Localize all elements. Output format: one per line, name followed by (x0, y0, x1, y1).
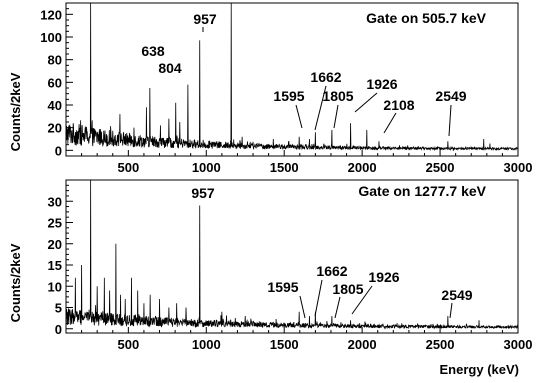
y-tick-label: 30 (48, 194, 62, 209)
bottom-plot-frame (65, 179, 519, 334)
bottom-peak-label-1595: 1595 (267, 279, 298, 295)
top-x-ticks: 500 1000 1500 2000 2500 3000 (65, 150, 533, 175)
top-leader-1926 (354, 92, 378, 113)
x-tick-label: 1000 (192, 337, 221, 352)
y-tick-label: 25 (48, 216, 62, 231)
x-tick-label: 1000 (192, 160, 221, 175)
top-leader-1595 (295, 104, 303, 129)
x-tick-label: 500 (117, 160, 139, 175)
bottom-leader-1926 (351, 285, 373, 315)
bottom-spectrum-trace (65, 179, 519, 330)
y-tick-label: 80 (48, 53, 62, 68)
y-tick-label: 20 (48, 237, 62, 252)
bottom-leader-1595 (299, 295, 306, 319)
top-leader-2108 (383, 112, 397, 134)
y-tick-label: 100 (40, 30, 62, 45)
bottom-peak-label-1805: 1805 (332, 281, 363, 297)
top-peak-label-2549: 2549 (435, 88, 466, 104)
top-y-ticks: 0 20 40 60 80 100 120 (40, 2, 73, 158)
y-tick-label: 0 (55, 143, 62, 158)
bottom-x-axis-title: Energy (keV) (440, 362, 519, 377)
x-tick-label: 2500 (426, 337, 455, 352)
top-spectrum-panel: 500 1000 1500 2000 2500 3000 020406080100120 … (8, 2, 533, 175)
top-gate-label: Gate on 505.7 keV (366, 10, 487, 26)
bottom-peak-label-1662: 1662 (316, 263, 347, 279)
bottom-leader-2549 (449, 302, 453, 319)
y-tick-label: 10 (48, 279, 62, 294)
bottom-leader-1662 (314, 279, 323, 317)
top-leader-1662 (314, 85, 327, 131)
y-tick-label: 5 (55, 301, 62, 316)
y-tick-label: 0 (55, 322, 62, 337)
x-tick-label: 500 (117, 337, 139, 352)
y-tick-label: 20 (48, 121, 62, 136)
bottom-y-ticks: 0 5 10 15 20 25 30 (48, 179, 73, 337)
top-peak-label-1662: 1662 (310, 69, 341, 85)
y-tick-label: 60 (48, 75, 62, 90)
bottom-leader-1805 (334, 296, 341, 319)
top-peak-label-1595: 1595 (273, 88, 304, 104)
top-spectrum-trace (65, 2, 519, 152)
top-peak-label-638: 638 (141, 43, 165, 59)
top-leader-2549 (448, 104, 452, 137)
y-tick-label: 40 (48, 98, 62, 113)
x-tick-label: 3000 (504, 160, 533, 175)
top-peak-label-804: 804 (158, 60, 182, 76)
x-tick-label: 3000 (504, 337, 533, 352)
bottom-peak-label-957: 957 (191, 185, 215, 201)
bottom-y-axis-title: Counts/2keV (8, 243, 23, 322)
top-peak-label-1926: 1926 (366, 76, 397, 92)
top-peak-label-2108: 2108 (383, 97, 414, 113)
x-tick-label: 2000 (348, 337, 377, 352)
bottom-spectrum-panel: 500 1000 1500 2000 2500 3000 0 5 10 15 20 25 30 Gat… (8, 179, 533, 377)
x-tick-label: 2000 (348, 160, 377, 175)
top-y-axis-title: Counts/2keV (8, 72, 23, 151)
top-plot-frame (65, 2, 519, 157)
top-peak-label-957: 957 (193, 11, 217, 27)
bottom-peak-label-2549: 2549 (441, 287, 472, 303)
top-peak-label-1805: 1805 (322, 88, 353, 104)
x-tick-label: 1500 (270, 160, 299, 175)
bottom-x-ticks: 500 1000 1500 2000 2500 3000 (65, 327, 533, 352)
x-tick-label: 2500 (426, 160, 455, 175)
y-tick-label: 120 (40, 7, 62, 22)
bottom-peak-label-1926: 1926 (368, 269, 399, 285)
bottom-gate-label: Gate on 1277.7 keV (358, 183, 486, 199)
x-tick-label: 1500 (270, 337, 299, 352)
top-leader-1805 (333, 104, 339, 129)
y-tick-label: 15 (48, 258, 62, 273)
